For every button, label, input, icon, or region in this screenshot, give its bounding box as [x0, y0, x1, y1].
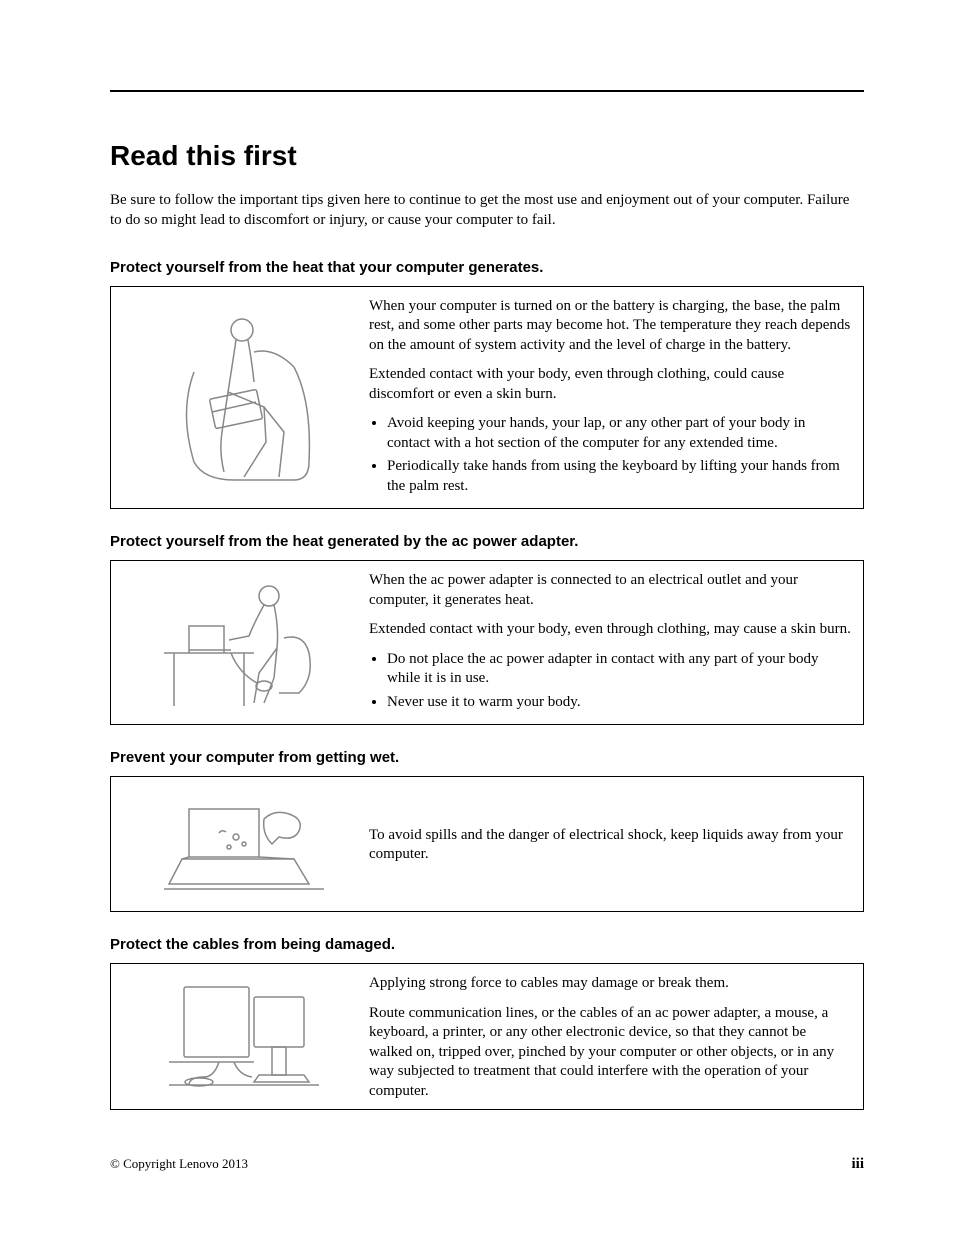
section-heading-wet: Prevent your computer from getting wet. [110, 749, 864, 766]
info-box-wet: To avoid spills and the danger of electr… [110, 776, 864, 912]
para: Extended contact with your body, even th… [369, 365, 851, 404]
intro-paragraph: Be sure to follow the important tips giv… [110, 190, 864, 231]
info-text-heat-computer: When your computer is turned on or the b… [369, 295, 851, 501]
page-number: iii [851, 1156, 864, 1173]
bullet: Never use it to warm your body. [387, 693, 851, 713]
bullet: Periodically take hands from using the k… [387, 457, 851, 496]
para: When the ac power adapter is connected t… [369, 571, 851, 610]
bullet: Do not place the ac power adapter in con… [387, 650, 851, 689]
para: Route communication lines, or the cables… [369, 1004, 851, 1102]
info-box-cables: Applying strong force to cables may dama… [110, 963, 864, 1110]
bullet: Avoid keeping your hands, your lap, or a… [387, 414, 851, 453]
info-box-heat-adapter: When the ac power adapter is connected t… [110, 560, 864, 725]
section-heading-heat-computer: Protect yourself from the heat that your… [110, 259, 864, 276]
para: When your computer is turned on or the b… [369, 297, 851, 356]
para: To avoid spills and the danger of electr… [369, 826, 851, 865]
illustration-person-lap [119, 295, 369, 501]
copyright-text: © Copyright Lenovo 2013 [110, 1156, 248, 1173]
section-heading-cables: Protect the cables from being damaged. [110, 936, 864, 953]
illustration-person-desk [119, 569, 369, 716]
illustration-laptop-spill [119, 785, 369, 903]
info-text-heat-adapter: When the ac power adapter is connected t… [369, 569, 851, 716]
top-rule [110, 90, 864, 92]
para: Applying strong force to cables may dama… [369, 974, 851, 994]
info-box-heat-computer: When your computer is turned on or the b… [110, 286, 864, 510]
para: Extended contact with your body, even th… [369, 620, 851, 640]
info-text-cables: Applying strong force to cables may dama… [369, 972, 851, 1101]
page-footer: © Copyright Lenovo 2013 iii [110, 1156, 864, 1173]
page-title: Read this first [110, 140, 864, 172]
illustration-monitor-cables [119, 972, 369, 1101]
info-text-wet: To avoid spills and the danger of electr… [369, 785, 851, 903]
section-heading-heat-adapter: Protect yourself from the heat generated… [110, 533, 864, 550]
